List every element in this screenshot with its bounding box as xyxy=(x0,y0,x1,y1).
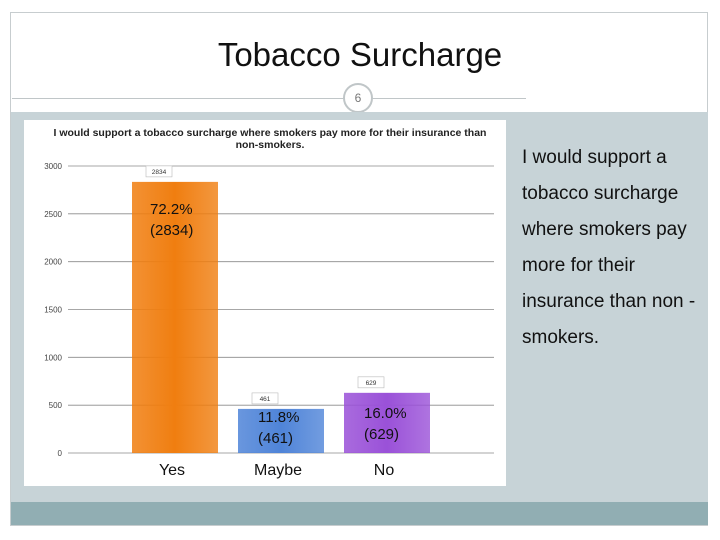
slide-number: 6 xyxy=(343,83,373,113)
y-tick-label: 1000 xyxy=(44,353,62,362)
category-label-box xyxy=(244,456,318,484)
bar-no xyxy=(344,392,430,453)
y-tick-label: 2500 xyxy=(44,210,62,219)
bullet-text: I would support a tobacco surcharge wher… xyxy=(522,147,696,348)
chart-bars xyxy=(132,181,430,453)
y-tick-label: 2000 xyxy=(44,258,62,267)
x-tick-label: Yes xyxy=(159,462,185,479)
bar-value-label: 461 xyxy=(260,396,271,403)
value-label-box xyxy=(357,376,385,389)
y-tick-label: 3000 xyxy=(44,162,62,171)
bar-annotation: 72.2% (2834) xyxy=(150,201,193,239)
value-label-box xyxy=(251,392,279,405)
category-label-box xyxy=(350,456,424,484)
footer-bar xyxy=(11,502,708,525)
bar-value-label: 2834 xyxy=(152,169,167,176)
x-tick-label: Maybe xyxy=(254,462,302,479)
slide-title: Tobacco Surcharge xyxy=(217,36,503,73)
bar-chart: I would support a tobacco surcharge wher… xyxy=(24,120,506,486)
bar-maybe xyxy=(238,408,324,453)
chart-labels: 2834 72.2% (2834) Yes 461 11.8% (461) Maybe 629 1… xyxy=(138,165,424,484)
chart-title-line-2: non-smokers. xyxy=(236,139,305,151)
bar-annotation: 11.8% (461) xyxy=(258,409,299,447)
x-tick-label: No xyxy=(374,462,395,479)
y-tick-label: 1500 xyxy=(44,306,62,315)
bar-yes xyxy=(132,181,218,453)
bar-annotation: 16.0% (629) xyxy=(364,405,407,443)
chart-title: I would support a tobacco surcharge wher… xyxy=(54,127,487,139)
y-tick-label: 500 xyxy=(49,401,63,410)
category-label-box xyxy=(138,456,212,484)
title-divider xyxy=(12,98,526,99)
bar-value-label: 629 xyxy=(366,380,377,387)
value-label-box xyxy=(145,165,173,178)
y-tick-label: 0 xyxy=(58,449,63,458)
